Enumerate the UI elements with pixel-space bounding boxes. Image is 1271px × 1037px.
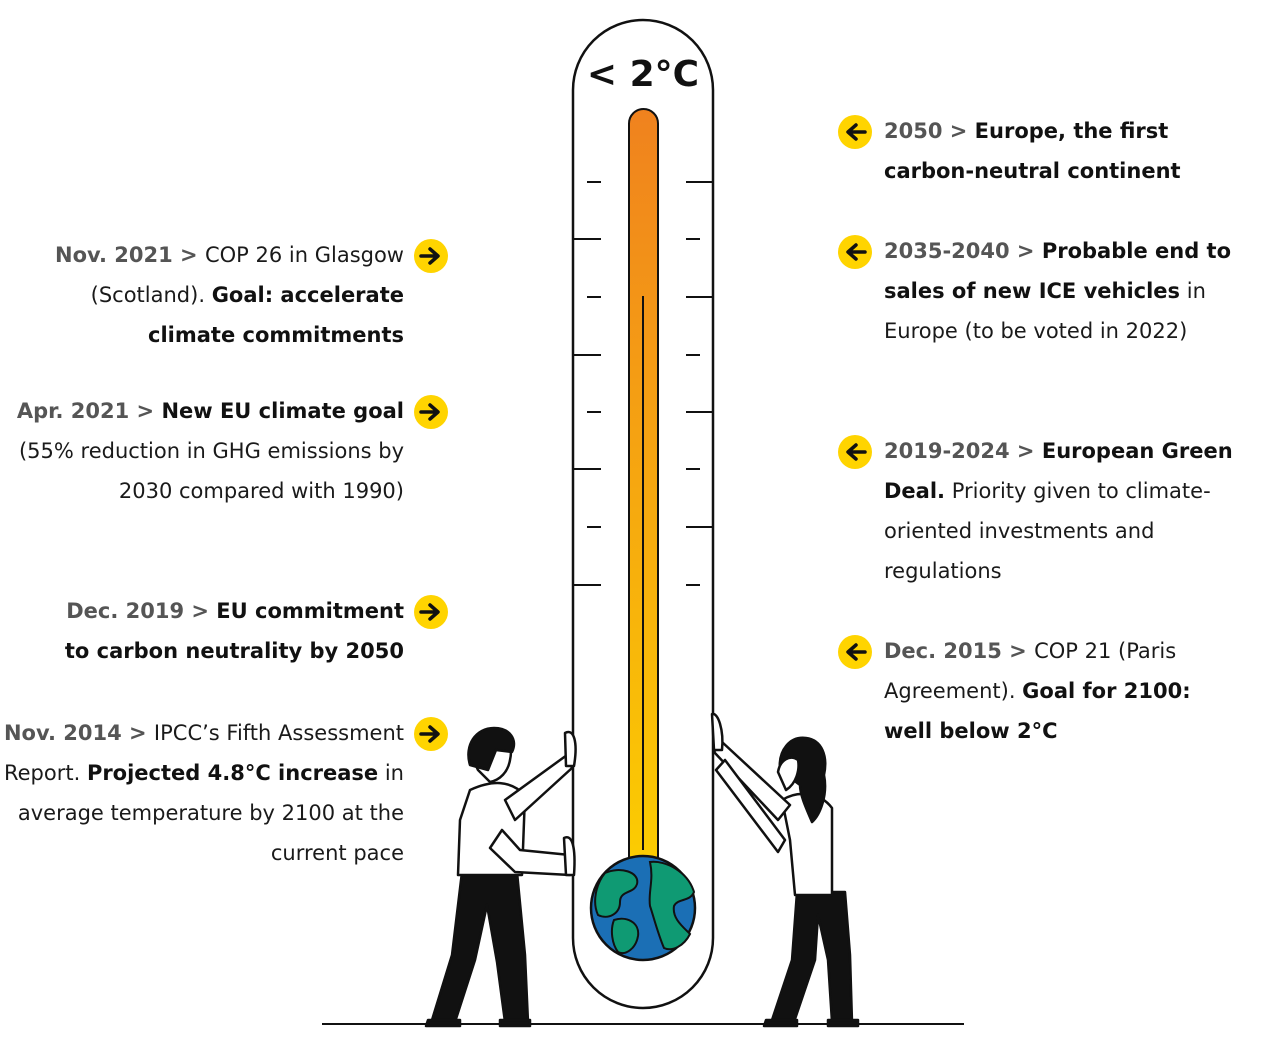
thermometer-label: < 2°C bbox=[587, 54, 699, 95]
event-separator: > bbox=[129, 399, 162, 423]
event-nov-2014: Nov. 2014 > IPCC’s Fifth Assessment Repo… bbox=[0, 713, 404, 873]
event-text: (55% reduction in GHG emissions by 2030 … bbox=[18, 439, 404, 503]
event-separator: > bbox=[121, 721, 154, 745]
event-dec-2019: Dec. 2019 > EU commitment to carbon neut… bbox=[40, 591, 404, 671]
arrow-left-icon bbox=[838, 435, 872, 469]
event-text-bold: European Green Deal. bbox=[884, 439, 1233, 503]
event-separator: > bbox=[942, 119, 975, 143]
arrow-left-icon bbox=[838, 115, 872, 149]
event-2019-2024: 2019-2024 > European Green Deal. Priorit… bbox=[884, 431, 1270, 591]
event-dec-2015: Dec. 2015 > COP 21 (Paris Agreement). Go… bbox=[884, 631, 1194, 751]
event-date: Dec. 2019 bbox=[66, 599, 185, 623]
event-text-bold: Goal for 2100: well below 2°C bbox=[884, 679, 1191, 743]
event-text-bold: Europe, the first carbon-neutral contine… bbox=[884, 119, 1181, 183]
event-date: 2050 bbox=[884, 119, 943, 143]
event-2035-2040: 2035-2040 > Probable end to sales of new… bbox=[884, 231, 1270, 351]
event-separator: > bbox=[1001, 639, 1035, 663]
event-2050: 2050 > Europe, the first carbon-neutral … bbox=[884, 111, 1256, 191]
event-separator: > bbox=[184, 599, 217, 623]
arrow-right-icon bbox=[414, 239, 448, 273]
globe-icon bbox=[589, 854, 697, 962]
event-apr-2021: Apr. 2021 > New EU climate goal (55% red… bbox=[0, 391, 404, 511]
arrow-right-icon bbox=[414, 595, 448, 629]
arrow-right-icon bbox=[414, 717, 448, 751]
event-date: 2035-2040 bbox=[884, 239, 1010, 263]
event-text: Priority given to climate-oriented inves… bbox=[884, 479, 1211, 583]
event-separator: > bbox=[1009, 239, 1042, 263]
event-nov-2021: Nov. 2021 > COP 26 in Glasgow (Scotland)… bbox=[0, 235, 404, 355]
event-text: in average temperature by 2100 at the cu… bbox=[17, 761, 404, 865]
event-separator: > bbox=[172, 243, 205, 267]
event-text: IPCC’s Fifth Assessment Report. bbox=[3, 721, 404, 785]
event-text: COP 21 (Paris Agreement). bbox=[884, 639, 1177, 703]
arrow-left-icon bbox=[838, 635, 872, 669]
event-text-bold: Projected 4.8°C increase bbox=[86, 761, 379, 785]
event-date: Dec. 2015 bbox=[884, 639, 1002, 663]
arrow-right-icon bbox=[414, 395, 448, 429]
event-date: Nov. 2021 bbox=[55, 243, 173, 267]
scale-ticks-left bbox=[573, 181, 601, 586]
scale-ticks-right bbox=[686, 181, 713, 586]
event-text-bold: Probable end to sales of new ICE vehicle… bbox=[884, 239, 1232, 303]
man-figure bbox=[424, 726, 577, 1028]
woman-figure bbox=[710, 712, 860, 1028]
event-date: Nov. 2014 bbox=[3, 721, 122, 745]
arrow-left-icon bbox=[838, 235, 872, 269]
event-text: in Europe (to be voted in 2022) bbox=[884, 279, 1206, 343]
event-text-bold: EU commitment to carbon neutrality by 20… bbox=[64, 599, 404, 663]
event-separator: > bbox=[1009, 439, 1042, 463]
event-text: COP 26 in Glasgow (Scotland). bbox=[90, 243, 404, 307]
event-text-bold: New EU climate goal bbox=[161, 399, 404, 423]
event-date: Apr. 2021 bbox=[16, 399, 130, 423]
event-date: 2019-2024 bbox=[884, 439, 1010, 463]
event-text-bold: Goal: accelerate climate commitments bbox=[148, 283, 404, 347]
